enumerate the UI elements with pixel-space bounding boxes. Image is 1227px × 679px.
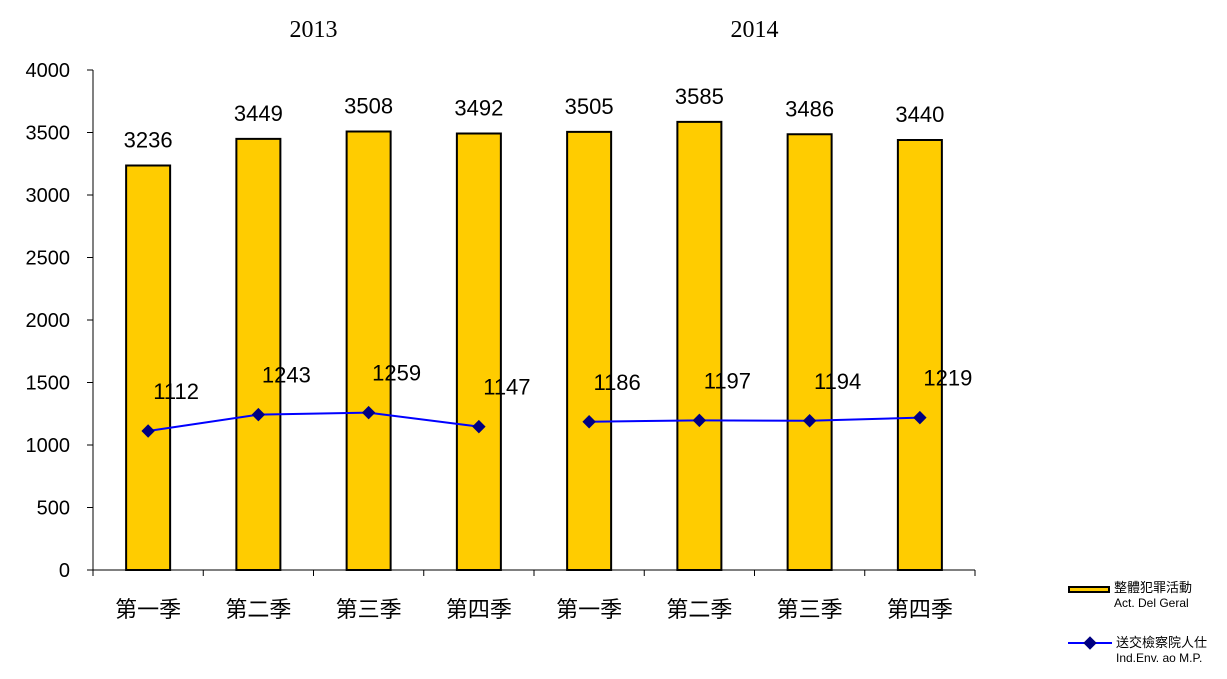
y-tick-label: 3500 [26,123,71,145]
bar-value-label: 3449 [234,101,283,126]
x-category-label: 第二季 [225,598,291,623]
data-labels: 3236 3449 3508 3492 3505 3585 3486 3440 1112 1243… [124,84,973,404]
legend-line-swatch [1068,636,1112,650]
line-point-6 [692,413,707,428]
bar-3 [345,130,392,571]
axes: 0 500 1000 1500 2000 2500 3000 3500 4000 第一季 第二季 第三… [26,60,976,623]
y-tick-label: 1000 [26,435,71,457]
legend-item-line: 送交檢察院人仕 Ind.Env. ao M.P. [1068,636,1227,665]
line-value-label: 1194 [814,369,861,394]
bar-series [125,120,943,571]
bar-1 [125,164,172,571]
bar-value-label: 3236 [124,128,173,153]
year-label-2013: 2013 [290,17,338,43]
y-tick-label: 0 [59,560,70,582]
x-category-label: 第四季 [446,598,512,623]
y-tick-label: 2000 [26,310,71,332]
line-value-label: 1259 [372,361,421,386]
line-point-5 [582,415,596,429]
legend-bar-sublabel: Act. Del Geral [1114,596,1189,610]
line-segment-1 [147,411,480,432]
line-series [141,405,927,438]
bar-value-label: 3508 [344,94,393,119]
line-segment-2 [589,416,920,423]
legend-line-sublabel: Ind.Env. ao M.P. [1116,651,1203,665]
legend: 整體犯罪活動 Act. Del Geral 送交檢察院人仕 Ind.Env. a… [1068,581,1227,665]
x-category-label: 第三季 [336,598,402,623]
line-value-label: 1219 [923,366,972,391]
bar-8 [896,139,943,571]
legend-bar-swatch [1068,586,1110,593]
y-tick-label: 3000 [26,185,71,207]
legend-item-bar: 整體犯罪活動 Act. Del Geral [1068,581,1227,610]
line-value-label: 1186 [593,370,640,395]
bar-4 [455,132,502,571]
bar-value-label: 3440 [895,102,944,127]
y-tick-label: 500 [37,498,70,520]
bar-6 [676,120,723,571]
x-category-label: 第三季 [777,598,843,623]
bar-7 [786,133,833,571]
y-tick-label: 1500 [26,373,71,395]
year-label-2014: 2014 [731,17,779,43]
x-category-label: 第一季 [556,598,622,623]
line-point-4 [472,419,486,434]
x-category-label: 第一季 [115,598,181,623]
bar-value-label: 3505 [565,94,614,119]
line-point-1 [141,424,155,438]
line-value-label: 1147 [483,375,530,400]
line-value-label: 1243 [262,363,311,388]
x-category-label: 第二季 [666,598,732,623]
line-point-7 [802,414,817,428]
x-category-label: 第四季 [887,598,953,623]
line-value-label: 1112 [153,379,199,404]
legend-bar-label: 整體犯罪活動 [1114,581,1193,596]
year-labels: 2013 2014 [290,17,779,43]
line-point-3 [361,405,376,420]
bar-value-label: 3585 [675,84,724,109]
y-tick-label: 4000 [26,60,71,82]
line-value-label: 1197 [704,368,751,393]
bar-value-label: 3486 [785,96,834,121]
bar-value-label: 3492 [454,96,503,121]
y-tick-label: 2500 [26,248,71,270]
bar-2 [235,137,282,571]
line-point-2 [251,407,266,422]
bar-5 [566,130,613,571]
legend-line-label: 送交檢察院人仕 [1116,636,1208,651]
line-point-8 [913,410,927,425]
